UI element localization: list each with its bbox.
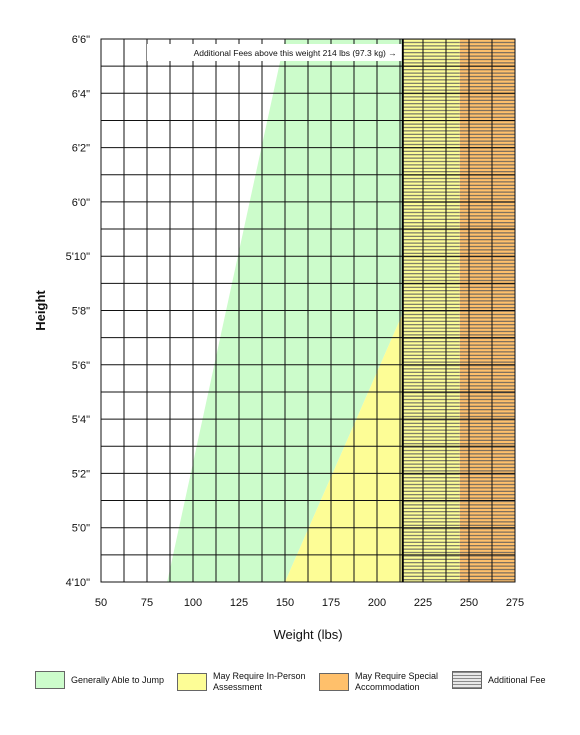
x-tick-label: 250 xyxy=(460,597,478,609)
plot-frame xyxy=(100,38,516,583)
x-tick-label: 200 xyxy=(368,597,386,609)
y-tick-label: 6'4" xyxy=(72,88,90,100)
y-tick-label: 6'6" xyxy=(72,34,90,46)
y-axis-label: Height xyxy=(33,290,48,331)
legend-label-special-accommodation: May Require Special Accommodation xyxy=(355,671,439,692)
y-tick-label: 5'6" xyxy=(72,360,90,372)
y-tick-label: 6'2" xyxy=(72,143,90,155)
y-tick-label: 5'10" xyxy=(66,251,90,263)
x-axis-label: Weight (lbs) xyxy=(273,627,342,642)
y-tick-label: 5'8" xyxy=(72,306,90,318)
x-tick-label: 100 xyxy=(184,597,202,609)
annotation-box xyxy=(147,44,402,61)
x-tick-label: 125 xyxy=(230,597,248,609)
legend: Generally Able to Jump May Require In-Pe… xyxy=(0,665,580,705)
legend-item-additional-fee: Additional Fee xyxy=(452,671,546,689)
legend-label-in-person-assessment: May Require In-Person Assessment xyxy=(213,671,306,692)
ticks-layer: 50 75 100 125 150 175 200 225 250 275 4'10" 5'0" 5'2… xyxy=(66,34,525,609)
x-tick-label: 275 xyxy=(506,597,524,609)
x-tick-label: 175 xyxy=(322,597,340,609)
y-tick-label: 5'2" xyxy=(72,468,90,480)
y-tick-label: 5'0" xyxy=(72,523,90,535)
x-tick-label: 150 xyxy=(276,597,294,609)
legend-item-special-accommodation: May Require Special Accommodation xyxy=(319,671,438,693)
legend-item-able-to-jump: Generally Able to Jump xyxy=(35,671,164,689)
x-tick-label: 75 xyxy=(141,597,153,609)
legend-label-able-to-jump: Generally Able to Jump xyxy=(71,674,165,685)
region-may-require-in-person-assessment xyxy=(285,313,403,582)
legend-swatch-orange xyxy=(319,673,349,691)
legend-label-additional-fee: Additional Fee xyxy=(488,674,546,685)
grid-layer xyxy=(100,38,516,583)
x-tick-label: 50 xyxy=(95,597,107,609)
legend-swatch-hatched xyxy=(452,671,482,689)
y-tick-label: 4'10" xyxy=(66,577,90,589)
y-tick-label: 5'4" xyxy=(72,414,90,426)
legend-swatch-yellow xyxy=(177,673,207,691)
legend-item-in-person-assessment: May Require In-Person Assessment xyxy=(177,671,306,693)
labels-layer: Weight (lbs) Height Additional Fees above … xyxy=(33,44,402,642)
y-tick-label: 6'0" xyxy=(72,197,90,209)
x-tick-label: 225 xyxy=(414,597,432,609)
threshold-annotation: Additional Fees above this weight 214 lb… xyxy=(194,48,397,58)
legend-swatch-green xyxy=(35,671,65,689)
